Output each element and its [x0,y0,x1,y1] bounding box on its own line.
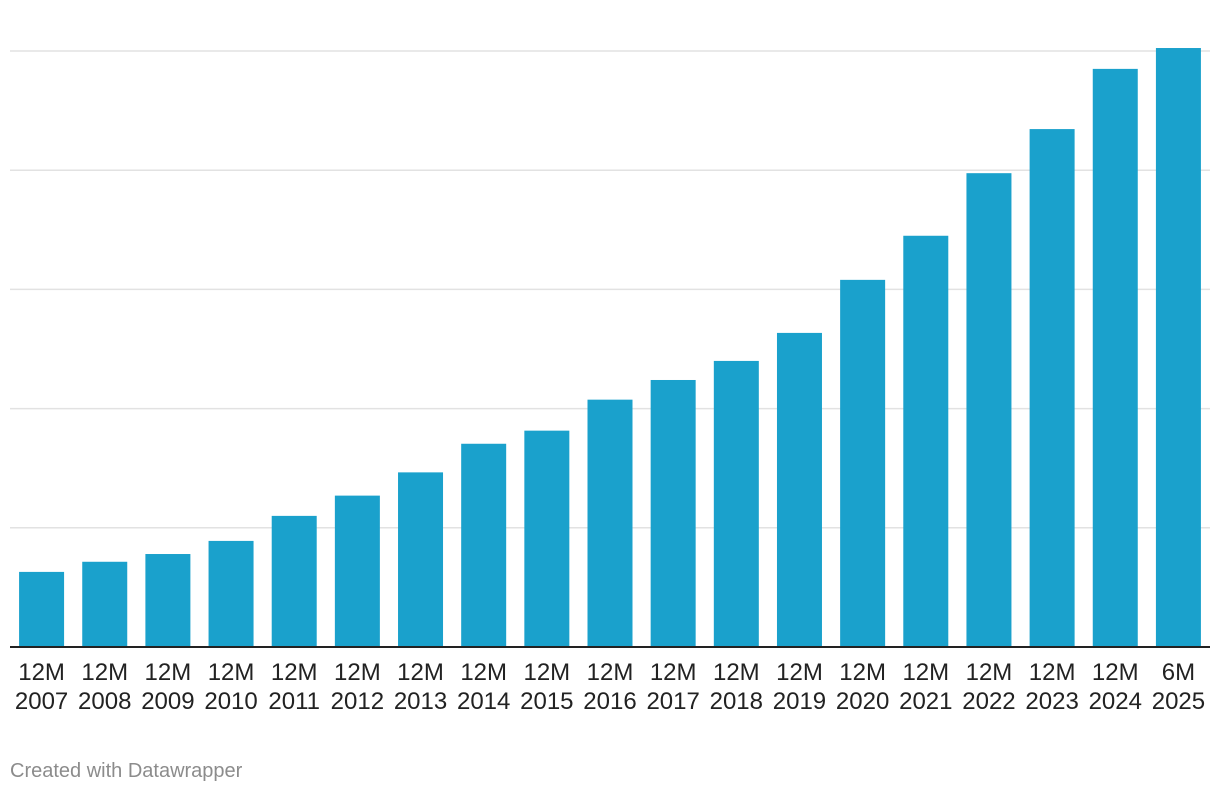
x-tick-label: 12M [271,659,318,686]
x-tick-label: 12M [839,659,886,686]
x-tick-label: 12M [397,659,444,686]
x-tick-label: 2016 [583,688,636,715]
bars [19,48,1201,647]
bar [145,554,191,647]
bar [19,571,65,647]
x-tick-label: 2023 [1025,688,1078,715]
x-tick-label: 2020 [836,688,889,715]
x-tick-label: 12M [1092,659,1139,686]
bar [208,540,254,647]
bar [650,379,696,647]
bar [334,495,380,647]
x-tick-label: 12M [776,659,823,686]
bar [524,430,570,647]
bar [966,173,1012,647]
bar [713,360,759,647]
x-tick-label: 2007 [15,688,68,715]
x-tick-label: 2024 [1089,688,1142,715]
bar [1092,68,1138,647]
x-tick-label: 12M [18,659,65,686]
x-tick-label: 2011 [268,688,320,715]
bar [1029,129,1075,647]
x-tick-label: 2014 [457,688,510,715]
credit-text: Created with Datawrapper [10,760,243,782]
x-tick-label: 12M [208,659,255,686]
x-tick-label: 2012 [331,688,384,715]
bar [840,279,886,647]
x-tick-label: 12M [460,659,507,686]
x-tick-label: 12M [523,659,570,686]
x-tick-label: 2025 [1152,688,1205,715]
x-tick-label: 2015 [520,688,573,715]
x-tick-label: 2021 [899,688,952,715]
x-tick-label: 12M [713,659,760,686]
x-tick-label: 12M [81,659,128,686]
bar [398,472,444,647]
x-tick-label: 12M [334,659,381,686]
x-tick-label: 12M [966,659,1013,686]
x-tick-label: 2010 [204,688,257,715]
x-tick-label: 12M [650,659,697,686]
x-tick-label: 12M [145,659,192,686]
x-tick-label: 12M [902,659,949,686]
bar [271,515,317,647]
x-axis-tick-labels: 12M200712M200812M200912M201012M201112M20… [15,659,1205,715]
x-tick-label: 2022 [962,688,1015,715]
x-tick-label: 2019 [773,688,826,715]
x-tick-label: 6M [1162,659,1195,686]
bar [776,332,822,647]
x-tick-label: 2009 [141,688,194,715]
x-tick-label: 2018 [710,688,763,715]
bar [587,399,633,647]
x-tick-label: 12M [587,659,634,686]
bar [903,235,949,647]
x-tick-label: 12M [1029,659,1076,686]
x-tick-label: 2017 [646,688,699,715]
bar [82,561,128,647]
bar-chart: 12M200712M200812M200912M201012M201112M20… [10,48,1210,715]
x-tick-label: 2013 [394,688,447,715]
x-tick-label: 2008 [78,688,131,715]
bar [461,443,507,647]
bar [1155,48,1201,647]
